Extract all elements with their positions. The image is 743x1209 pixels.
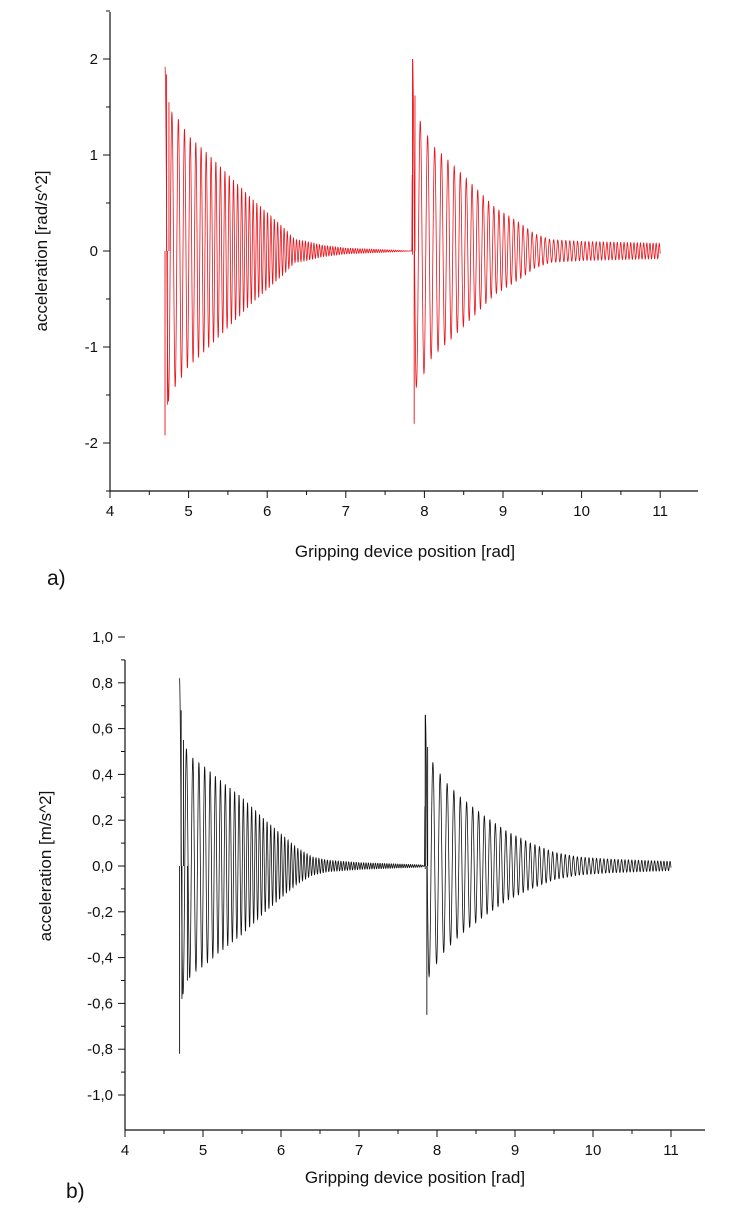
- x-tick-label: 10: [585, 1142, 602, 1159]
- chart-panel-b: 4 5 6 7 8 9 10 11 -1,0 -0,8 -0,6 -0,4 -0,2 0,0 0,2 0,4…: [36, 629, 705, 1203]
- y-tick-label: -0,6: [87, 995, 113, 1012]
- x-tick-label: 8: [420, 503, 428, 520]
- x-tick-label: 9: [499, 503, 507, 520]
- y-tick-label: -2: [85, 435, 98, 452]
- y-tick-label: 0: [90, 243, 98, 260]
- y-tick-label: 0,4: [92, 766, 113, 783]
- y-tick-label: 1: [90, 147, 98, 164]
- y-tick-label: 0,0: [92, 858, 113, 875]
- x-tick-label: 6: [277, 1142, 285, 1159]
- x-tick-label: 10: [573, 503, 590, 520]
- y-axis-label-a: acceleration [rad/s^2]: [32, 170, 51, 331]
- tick-marks-a: [103, 10, 661, 498]
- y-tick-label: -1: [85, 339, 98, 356]
- x-axis-label-b: Gripping device position [rad]: [305, 1168, 525, 1187]
- y-tick-labels-a: -2 -1 0 1 2: [85, 51, 98, 452]
- y-axis-label-b: acceleration [m/s^2]: [36, 791, 55, 942]
- y-tick-label: 0,2: [92, 812, 113, 829]
- y-tick-label: 1,0: [92, 629, 113, 646]
- y-tick-label: -1,0: [87, 1087, 113, 1104]
- x-tick-label: 4: [106, 503, 114, 520]
- x-tick-label: 9: [511, 1142, 519, 1159]
- x-axis-label-a: Gripping device position [rad]: [295, 542, 515, 561]
- series-line-a: [164, 58, 661, 436]
- tick-marks-b: [118, 636, 672, 1137]
- y-tick-label: -0,8: [87, 1041, 113, 1058]
- y-tick-label: -0,2: [87, 904, 113, 921]
- series-line-b: [179, 678, 672, 1054]
- panel-label-b: b): [66, 1180, 85, 1203]
- x-tick-labels-b: 4 5 6 7 8 9 10 11: [121, 1142, 679, 1159]
- y-tick-labels-b: -1,0 -0,8 -0,6 -0,4 -0,2 0,0 0,2 0,4 0,6 0,8 1,0: [87, 629, 113, 1104]
- x-tick-label: 5: [199, 1142, 207, 1159]
- x-tick-label: 7: [355, 1142, 363, 1159]
- x-tick-label: 7: [342, 503, 350, 520]
- x-tick-label: 11: [663, 1142, 679, 1159]
- x-tick-label: 11: [652, 503, 668, 520]
- chart-panel-a: 4 5 6 7 8 9 10 11 -2 -1 0 1 2 Gripping device posit…: [32, 10, 698, 590]
- x-tick-label: 6: [263, 503, 271, 520]
- panel-label-a: a): [47, 567, 66, 590]
- y-tick-label: 2: [90, 51, 98, 68]
- x-tick-labels-a: 4 5 6 7 8 9 10 11: [106, 503, 668, 520]
- x-tick-label: 8: [433, 1142, 441, 1159]
- y-tick-label: 0,6: [92, 721, 113, 738]
- axes-b: [124, 660, 705, 1131]
- y-tick-label: -0,4: [87, 950, 113, 967]
- x-tick-label: 4: [121, 1142, 129, 1159]
- x-tick-label: 5: [184, 503, 192, 520]
- y-tick-label: 0,8: [92, 675, 113, 692]
